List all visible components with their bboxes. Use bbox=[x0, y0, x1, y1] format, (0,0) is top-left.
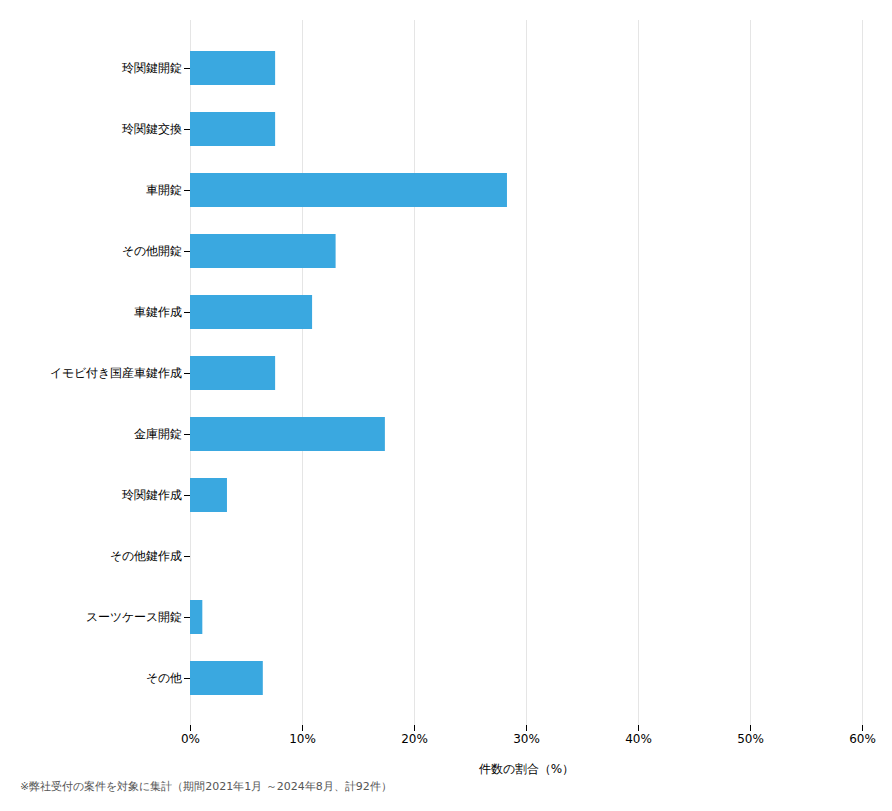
svg-text:その他開錠: その他開錠 bbox=[122, 244, 182, 258]
html-text:※弊社受付の案件を対象に集計（期間2021年1月 ～2024: ※弊社受付の案件を対象に集計（期間2021年1月 ～2024年8月、計92件） bbox=[20, 780, 392, 793]
svg-text:件数の割合（%）: 件数の割合（%） bbox=[479, 762, 574, 776]
svg-text:金庫開錠: 金庫開錠 bbox=[134, 427, 182, 441]
svg-text:車開錠: 車開錠 bbox=[146, 183, 182, 197]
svg-text:その他: その他 bbox=[146, 671, 182, 685]
svg-text:車鍵作成: 車鍵作成 bbox=[134, 305, 182, 319]
svg-text:玲関鍵作成: 玲関鍵作成 bbox=[122, 488, 182, 502]
svg-text:その他鍵作成: その他鍵作成 bbox=[110, 549, 182, 563]
svg-text:30%: 30% bbox=[513, 732, 540, 746]
svg-text:50%: 50% bbox=[737, 732, 764, 746]
svg-text:玲関鍵交換: 玲関鍵交換 bbox=[122, 122, 182, 136]
svg-text:60%: 60% bbox=[849, 732, 876, 746]
svg-text:0%: 0% bbox=[181, 732, 200, 746]
svg-text:スーツケース開錠: スーツケース開錠 bbox=[86, 610, 182, 624]
svg-text:40%: 40% bbox=[625, 732, 652, 746]
svg-text:20%: 20% bbox=[401, 732, 428, 746]
svg-text:玲関鍵開錠: 玲関鍵開錠 bbox=[122, 61, 182, 75]
svg-text:イモビ付き国産車鍵作成: イモビ付き国産車鍵作成 bbox=[50, 366, 182, 380]
svg-text:10%: 10% bbox=[289, 732, 316, 746]
